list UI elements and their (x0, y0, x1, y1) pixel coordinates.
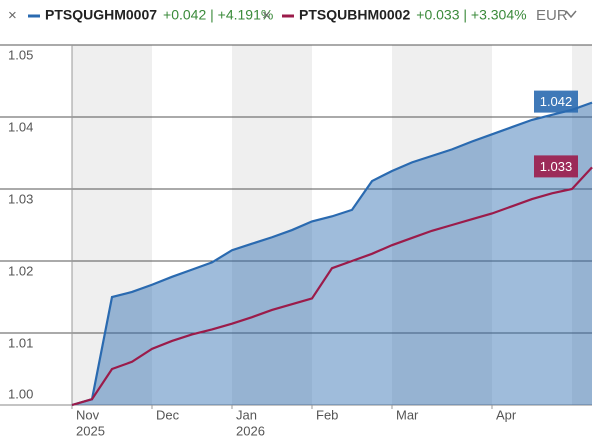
end-label-box (534, 90, 578, 113)
line (71, 166, 593, 407)
y-tick-label: 1.04 (8, 119, 33, 134)
currency[interactable]: EUR (536, 7, 568, 24)
end-label-box (534, 155, 578, 178)
currency-chevron[interactable] (565, 10, 577, 19)
end-label: 1.042 (540, 94, 573, 109)
x-tick-label: Nov (76, 407, 100, 422)
y-tick-label: 1.03 (8, 191, 33, 206)
legend-name: PTSQUGHM0007 (45, 7, 157, 23)
legend-close: × (262, 7, 271, 24)
legend-change: +0.033 | +3.304% (416, 7, 526, 23)
legend-change: +0.042 | +4.191% (163, 7, 273, 23)
area (72, 102, 592, 405)
legend-close: × (8, 7, 17, 24)
legend-name: PTSQUBHM0002 (299, 7, 410, 23)
x-tick-label: Dec (156, 407, 180, 422)
month-band (232, 45, 312, 405)
x-tick-label: Mar (396, 407, 419, 422)
line (71, 101, 593, 407)
month-bands (72, 45, 592, 405)
x-tick-label: Apr (496, 407, 517, 422)
month-band (72, 45, 152, 405)
month-band (572, 45, 592, 405)
y-tick-label: 1.02 (8, 263, 33, 278)
x-year-label: 2026 (236, 423, 265, 438)
month-band (392, 45, 492, 405)
y-tick-label: 1.00 (8, 386, 33, 401)
x-tick-label: Feb (316, 407, 338, 422)
y-tick-label: 1.05 (8, 47, 33, 62)
x-tick-label: Jan (236, 407, 257, 422)
y-tick-label: 1.01 (8, 335, 33, 350)
x-year-label: 2025 (76, 423, 105, 438)
end-label: 1.033 (540, 159, 573, 174)
